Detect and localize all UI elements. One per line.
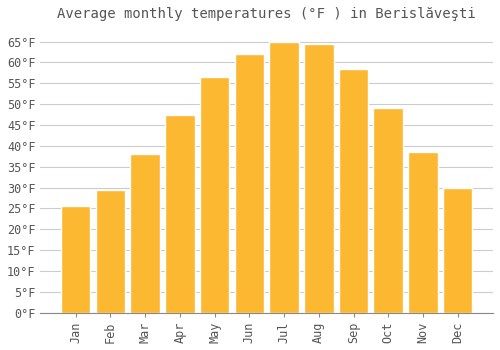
- Bar: [165, 114, 194, 313]
- Bar: [200, 77, 230, 313]
- Bar: [443, 188, 472, 313]
- Bar: [408, 152, 438, 313]
- Bar: [96, 190, 125, 313]
- Bar: [304, 44, 334, 313]
- Bar: [270, 42, 299, 313]
- Bar: [130, 154, 160, 313]
- Bar: [61, 206, 90, 313]
- Bar: [234, 54, 264, 313]
- Bar: [339, 69, 368, 313]
- Title: Average monthly temperatures (°F ) in Berislăveşti: Average monthly temperatures (°F ) in Be…: [58, 7, 476, 21]
- Bar: [374, 108, 403, 313]
